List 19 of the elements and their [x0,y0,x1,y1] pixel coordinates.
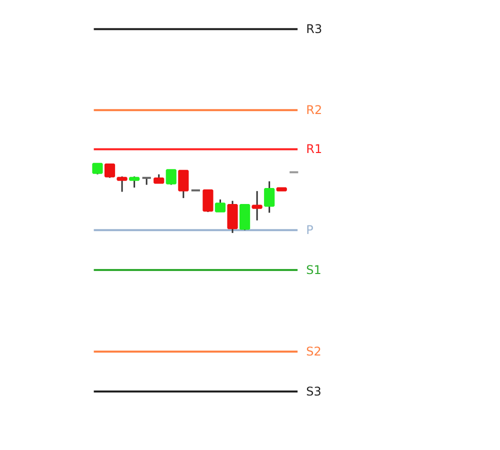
candlestick [202,189,214,213]
ref-line-label: S3 [306,384,322,398]
ref-line-label: S1 [306,262,322,277]
ref-line-label: P [306,223,314,238]
ref-line-label: R3 [306,22,322,36]
candlestick [239,204,250,231]
candlestick [92,162,103,176]
candlestick [214,198,226,212]
candlestick [178,170,189,199]
candlestick [264,180,275,214]
candlestick [129,176,140,188]
candlestick [227,200,238,234]
ref-line-label: S2 [306,344,322,359]
candlestick [166,169,176,186]
ref-line-label: R2 [306,103,322,118]
candlestick [252,190,262,222]
candlestick [104,164,116,179]
ref-line-label: R1 [306,142,322,156]
candlestick [116,176,128,193]
